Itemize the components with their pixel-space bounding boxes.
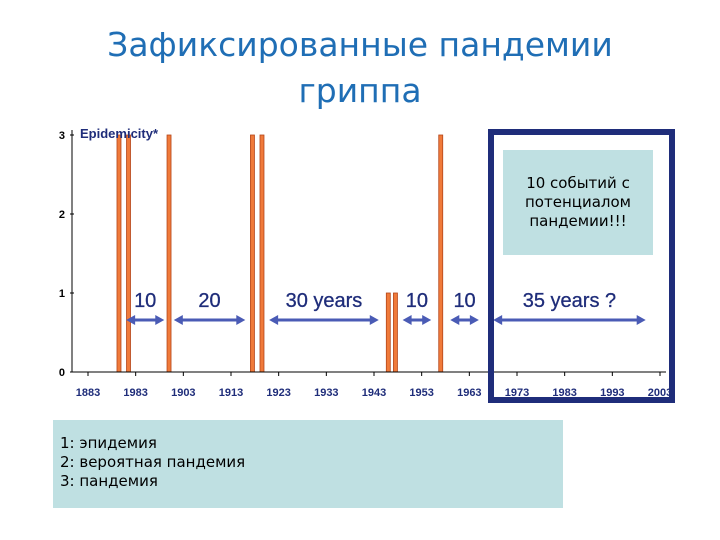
interval-arrowhead-left-4 — [402, 315, 412, 325]
interval-arrowhead-right-2 — [236, 315, 246, 325]
note-line-1: 10 событий с — [526, 174, 630, 192]
title-line-2: гриппа — [298, 71, 422, 110]
x-tick-label-5: 1933 — [314, 387, 338, 399]
x-tick-label-7: 1953 — [409, 387, 433, 399]
interval-arrowhead-right-5 — [469, 315, 479, 325]
y-tick-label-2: 2 — [59, 209, 65, 221]
interval-arrowhead-left-2 — [173, 315, 183, 325]
x-tick-label-6: 1943 — [362, 387, 386, 399]
interval-arrowhead-right-6 — [636, 315, 646, 325]
interval-label-1: 10 — [134, 290, 156, 312]
interval-label-3: 30 years — [286, 290, 363, 312]
bar-2 — [126, 134, 131, 373]
x-tick-label-9: 1973 — [505, 387, 529, 399]
x-tick-label-0: 1883 — [76, 387, 100, 399]
y-tick-label-3: 3 — [59, 130, 65, 142]
interval-arrowhead-right-4 — [422, 315, 432, 325]
bar-7 — [393, 292, 398, 373]
legend-box: 1: эпидемия 2: вероятная пандемия 3: пан… — [53, 420, 563, 508]
interval-arrowhead-right-3 — [369, 315, 379, 325]
interval-label-2: 20 — [198, 290, 220, 312]
x-tick-label-8: 1963 — [457, 387, 481, 399]
y-tick-label-1: 1 — [59, 288, 65, 300]
bar-8 — [438, 134, 444, 373]
x-tick-label-2: 1903 — [171, 387, 195, 399]
legend-line-probable-pandemic: 2: вероятная пандемия — [60, 453, 246, 471]
interval-label-5: 10 — [453, 290, 475, 312]
bar-3 — [166, 134, 172, 373]
x-tick-label-4: 1923 — [266, 387, 290, 399]
x-tick-label-10: 1983 — [552, 387, 576, 399]
bar-6 — [385, 292, 391, 373]
interval-arrowhead-left-6 — [493, 315, 503, 325]
x-tick-label-1: 1983 — [123, 387, 147, 399]
bar-5 — [259, 134, 265, 373]
interval-arrowhead-left-1 — [126, 315, 136, 325]
x-tick-label-3: 1913 — [219, 387, 243, 399]
interval-label-4: 10 — [406, 290, 428, 312]
interval-arrowhead-left-5 — [450, 315, 460, 325]
x-tick-label-12: 2003 — [648, 387, 672, 399]
y-tick-label-0: 0 — [59, 367, 65, 379]
x-tick-label-11: 1993 — [600, 387, 624, 399]
note-line-2: потенциалом — [525, 193, 631, 211]
note-line-3: пандемии!!! — [529, 212, 627, 230]
y-axis-label: Epidemicity* — [80, 126, 159, 141]
bar-4 — [250, 134, 255, 373]
interval-label-6: 35 years ? — [523, 290, 616, 312]
interval-arrowhead-right-1 — [155, 315, 165, 325]
page-title: Зафиксированные пандемии гриппа — [0, 22, 720, 114]
bar-1 — [116, 134, 122, 373]
interval-arrowhead-left-3 — [269, 315, 279, 325]
legend-line-pandemic: 3: пандемия — [60, 472, 158, 490]
pandemic-potential-note: 10 событий с потенциалом пандемии!!! — [503, 150, 653, 255]
title-line-1: Зафиксированные пандемии — [107, 25, 613, 64]
legend-line-epidemic: 1: эпидемия — [60, 434, 157, 452]
recent-period-frame — [488, 129, 675, 403]
